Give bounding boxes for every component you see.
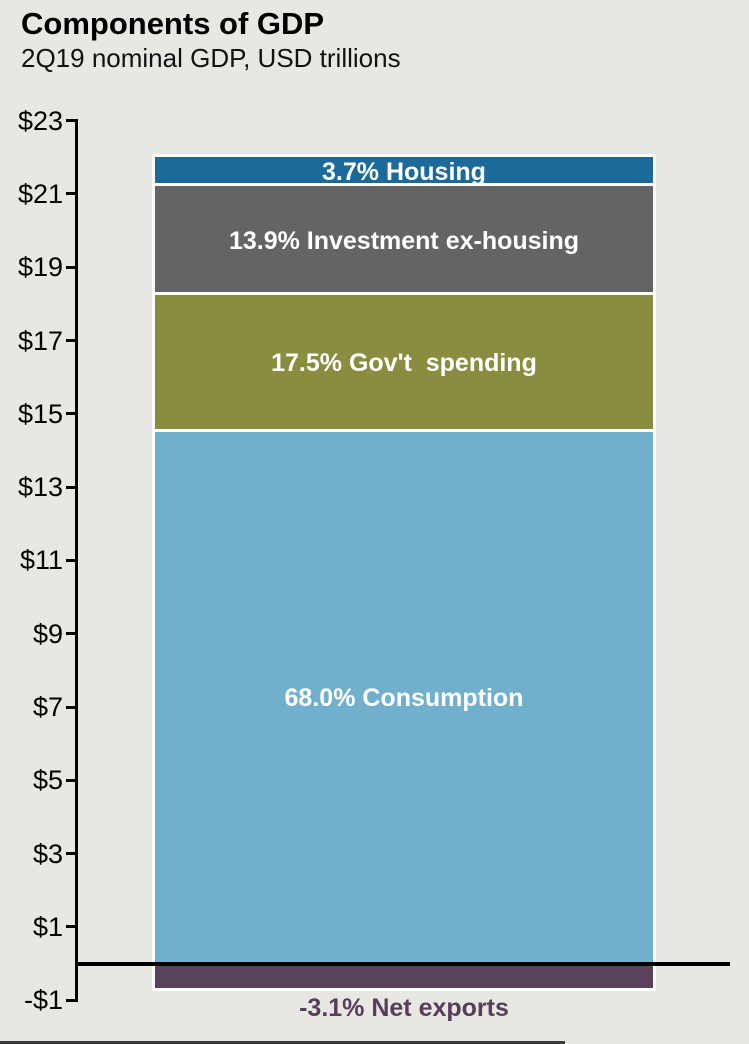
bar-segment-consumption (155, 431, 653, 964)
y-axis-tick (66, 925, 75, 929)
y-axis-tick (66, 192, 75, 196)
segment-label-investment-ex-housing: 13.9% Investment ex-housing (228, 226, 580, 255)
y-axis-tick-label: $11 (19, 545, 63, 576)
y-axis-tick (66, 119, 75, 123)
y-axis-tick-label: -$1 (23, 985, 63, 1016)
y-axis-tick (66, 558, 75, 562)
bar-segment-govt-spending (155, 295, 653, 432)
y-axis-tick-label: $17 (17, 325, 63, 356)
bar-outline (152, 154, 656, 991)
y-axis-tick-label: $23 (17, 105, 63, 136)
y-axis-tick-label: $5 (32, 765, 63, 796)
y-axis-tick-label: $3 (32, 838, 63, 869)
y-axis-tick-label: $19 (17, 252, 63, 283)
bottom-edge-line (0, 1041, 565, 1044)
segment-label-consumption: 68.0% Consumption (284, 683, 524, 712)
segment-separator (155, 292, 653, 296)
y-axis-tick-label: $21 (17, 178, 63, 209)
bar-segment-housing (155, 157, 653, 187)
bar-segment-net-exports (155, 963, 653, 988)
segment-label-housing: 3.7% Housing (322, 157, 486, 186)
y-axis-tick (66, 778, 75, 782)
segment-separator (155, 428, 653, 432)
y-axis-tick-label: $7 (32, 692, 63, 723)
y-axis-tick (66, 339, 75, 343)
y-axis-tick-label: $1 (32, 911, 63, 942)
zero-axis-line (75, 961, 730, 966)
y-axis-tick-label: $13 (17, 472, 63, 503)
y-axis-tick-label: $15 (17, 398, 63, 429)
segment-separator (155, 183, 653, 187)
y-axis-tick (66, 265, 75, 269)
y-axis-tick (66, 632, 75, 636)
y-axis-tick (66, 705, 75, 709)
chart-subtitle: 2Q19 nominal GDP, USD trillions (21, 43, 401, 73)
net-exports-label: -3.1% Net exports (299, 993, 509, 1022)
bar-segment-investment-ex-housing (155, 186, 653, 296)
y-axis-line (75, 119, 78, 1002)
y-axis-tick (66, 412, 75, 416)
y-axis-tick (66, 998, 75, 1002)
segment-label-govt-spending: 17.5% Gov't spending (271, 349, 537, 378)
y-axis-tick (66, 485, 75, 489)
y-axis-tick (66, 852, 75, 856)
y-axis-tick-label: $9 (32, 618, 63, 649)
chart-title: Components of GDP (21, 6, 325, 41)
